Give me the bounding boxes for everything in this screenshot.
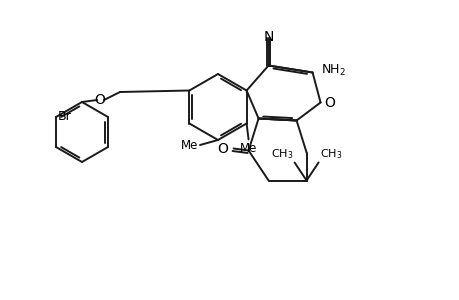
Text: CH$_3$: CH$_3$ (319, 147, 341, 160)
Text: Me: Me (240, 142, 257, 154)
Text: N: N (263, 29, 273, 44)
Text: O: O (95, 93, 105, 107)
Text: CH$_3$: CH$_3$ (270, 147, 293, 160)
Text: NH$_2$: NH$_2$ (320, 63, 345, 78)
Text: O: O (324, 95, 335, 110)
Text: O: O (217, 142, 228, 155)
Text: Br: Br (58, 110, 72, 122)
Text: Me: Me (180, 139, 197, 152)
